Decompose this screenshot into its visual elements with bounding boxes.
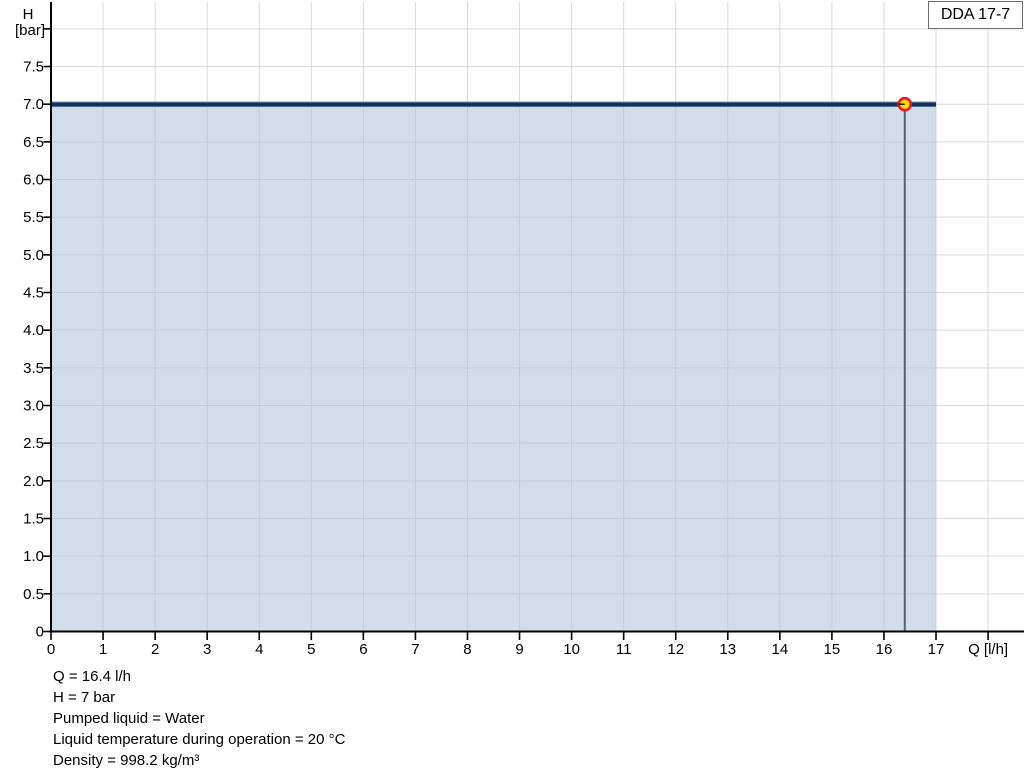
y-tick-label: 3.5 — [23, 360, 44, 377]
y-tick-label: 2.0 — [23, 473, 44, 490]
pump-model-label: DDA 17-7 — [940, 6, 1011, 23]
x-tick-label: 4 — [255, 641, 263, 658]
x-tick-label: 6 — [359, 641, 367, 658]
y-tick-label: 6.0 — [23, 172, 44, 189]
annotation-temperature: Liquid temperature during operation = 20… — [53, 731, 346, 748]
y-tick-label: 5.5 — [23, 209, 44, 226]
x-tick-label: 0 — [47, 641, 55, 658]
y-tick-label: 4.0 — [23, 322, 44, 339]
y-tick-label: 1.0 — [23, 548, 44, 565]
y-tick-label: 1.5 — [23, 511, 44, 528]
annotation-density: Density = 998.2 kg/m³ — [53, 752, 200, 769]
annotation-head: H = 7 bar — [53, 689, 116, 706]
x-tick-label: 2 — [151, 641, 159, 658]
y-tick-label: 4.5 — [23, 285, 44, 302]
annotation-liquid: Pumped liquid = Water — [53, 710, 205, 727]
y-tick-label: 7.0 — [23, 96, 44, 113]
x-tick-label: 10 — [563, 641, 580, 658]
axis-labels: 0 1 2 3 4 5 6 7 8 9 10 11 12 13 14 15 16 17 Q [l/h]00.51.0… — [15, 6, 1008, 658]
x-tick-label: 3 — [203, 641, 211, 658]
x-tick-label: 11 — [616, 641, 632, 658]
duty-point-annotations: Q = 16.4 l/h H = 7 bar Pumped liquid = W… — [53, 666, 345, 771]
y-tick-label: 3.0 — [23, 398, 44, 415]
x-tick-label: 5 — [307, 641, 315, 658]
y-tick-label: 7.5 — [23, 59, 44, 76]
x-tick-label: 14 — [771, 641, 788, 658]
operating-point — [897, 96, 913, 631]
x-tick-label: 12 — [667, 641, 684, 658]
pump-model-badge: DDA 17-7 — [928, 1, 1023, 29]
annotation-flow: Q = 16.4 l/h — [53, 668, 131, 685]
x-tick-label: 8 — [463, 641, 471, 658]
y-tick-label: 5.0 — [23, 247, 44, 264]
y-tick-label: 2.5 — [23, 435, 44, 452]
x-tick-label: 15 — [824, 641, 841, 658]
x-tick-label: 16 — [876, 641, 893, 658]
x-tick-label: 9 — [515, 641, 523, 658]
y-tick-label: 6.5 — [23, 134, 44, 151]
x-tick-label: 17 — [928, 641, 945, 658]
x-tick-label: 13 — [719, 641, 736, 658]
x-tick-label: 7 — [411, 641, 419, 658]
axes — [43, 2, 1024, 640]
curve-area — [51, 104, 937, 632]
x-axis-unit-label: Q [l/h] — [968, 641, 1008, 658]
y-axis-unit-label: [bar] — [15, 22, 45, 39]
y-axis-title: H — [23, 6, 34, 23]
pump-curve — [51, 101, 937, 107]
x-tick-label: 1 — [99, 641, 107, 658]
y-tick-label: 0 — [36, 624, 44, 641]
curve-area-fill — [51, 104, 937, 632]
y-tick-label: 0.5 — [23, 586, 44, 603]
